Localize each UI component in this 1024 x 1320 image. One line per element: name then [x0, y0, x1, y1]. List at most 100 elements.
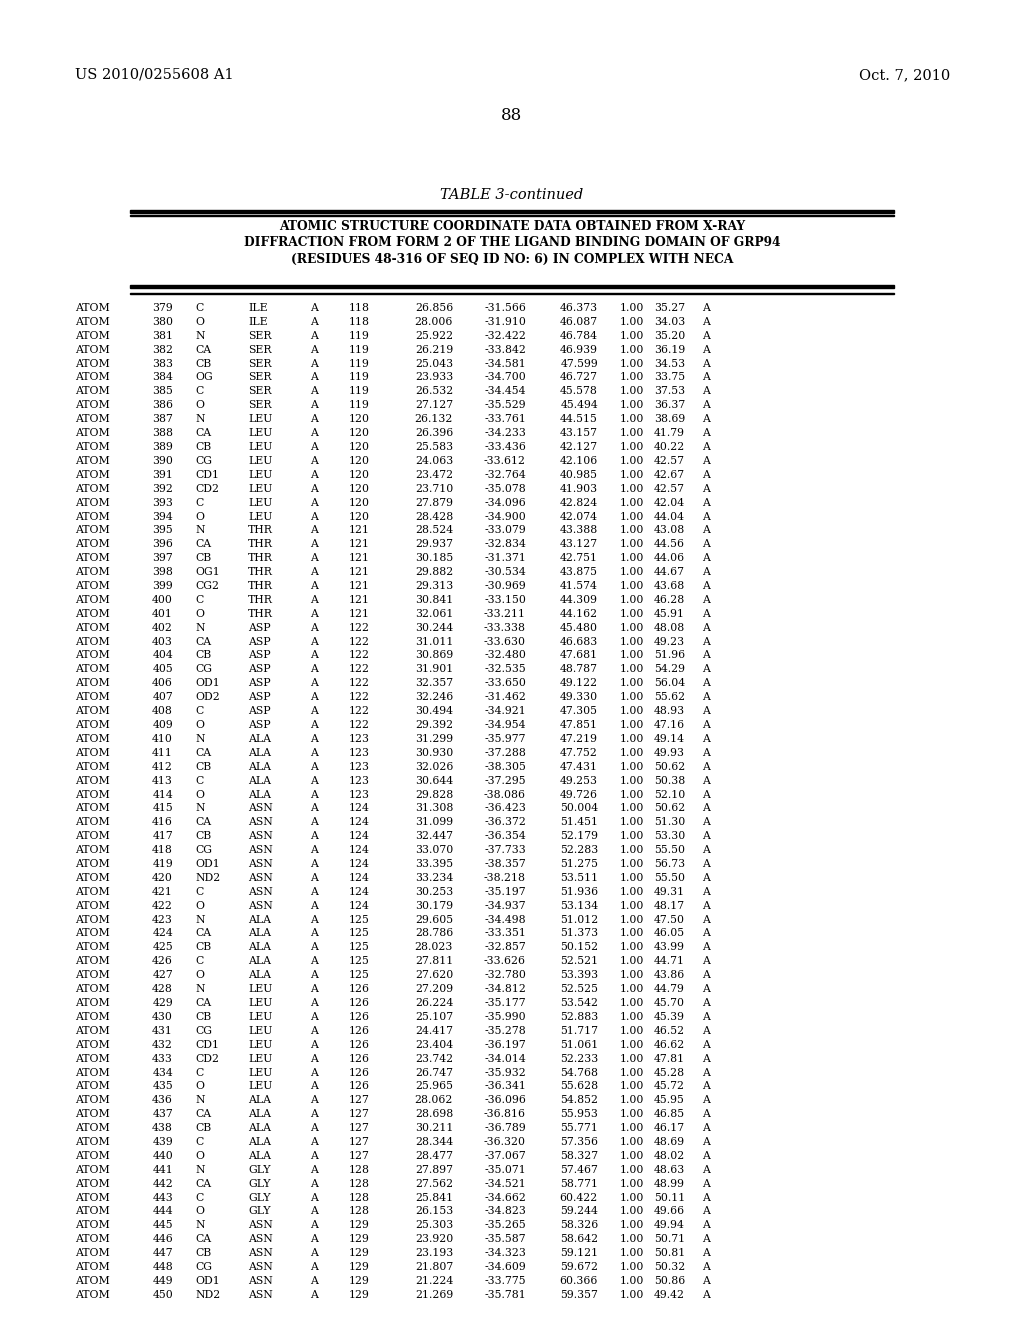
Text: 1.00: 1.00: [620, 956, 644, 966]
Text: 42.127: 42.127: [560, 442, 598, 451]
Text: A: A: [310, 1081, 317, 1092]
Text: 50.38: 50.38: [653, 776, 685, 785]
Text: 120: 120: [349, 442, 370, 451]
Text: -34.014: -34.014: [484, 1053, 526, 1064]
Text: 126: 126: [349, 1081, 370, 1092]
Text: 27.620: 27.620: [415, 970, 453, 981]
Text: 410: 410: [153, 734, 173, 744]
Text: 383: 383: [152, 359, 173, 368]
Text: 44.06: 44.06: [654, 553, 685, 564]
Text: 1.00: 1.00: [620, 1164, 644, 1175]
Text: LEU: LEU: [248, 428, 272, 438]
Text: A: A: [702, 998, 710, 1008]
Text: 1.00: 1.00: [620, 345, 644, 355]
Text: A: A: [702, 1276, 710, 1286]
Text: 1.00: 1.00: [620, 734, 644, 744]
Text: O: O: [195, 1081, 204, 1092]
Text: 43.875: 43.875: [560, 568, 598, 577]
Text: GLY: GLY: [248, 1179, 270, 1189]
Text: 51.373: 51.373: [560, 928, 598, 939]
Text: A: A: [310, 1234, 317, 1245]
Text: ALA: ALA: [248, 762, 271, 772]
Text: 52.521: 52.521: [560, 956, 598, 966]
Text: 48.08: 48.08: [653, 623, 685, 632]
Text: 45.95: 45.95: [654, 1096, 685, 1105]
Text: A: A: [702, 414, 710, 424]
Text: ASN: ASN: [248, 1290, 272, 1300]
Text: 43.86: 43.86: [653, 970, 685, 981]
Text: A: A: [310, 1206, 317, 1217]
Text: 31.099: 31.099: [415, 817, 453, 828]
Text: 30.244: 30.244: [415, 623, 453, 632]
Text: A: A: [310, 1164, 317, 1175]
Text: 27.209: 27.209: [415, 985, 453, 994]
Text: 1.00: 1.00: [620, 1221, 644, 1230]
Text: ATOM: ATOM: [75, 540, 110, 549]
Text: 47.81: 47.81: [654, 1053, 685, 1064]
Text: ATOM: ATOM: [75, 470, 110, 479]
Text: A: A: [702, 873, 710, 883]
Text: 57.356: 57.356: [560, 1137, 598, 1147]
Text: 42.751: 42.751: [560, 553, 598, 564]
Text: A: A: [702, 442, 710, 451]
Text: -38.357: -38.357: [484, 859, 526, 869]
Text: A: A: [702, 942, 710, 953]
Text: A: A: [702, 455, 710, 466]
Text: ATOM: ATOM: [75, 1068, 110, 1077]
Text: ATOM: ATOM: [75, 748, 110, 758]
Text: 33.75: 33.75: [654, 372, 685, 383]
Text: A: A: [702, 568, 710, 577]
Text: 44.04: 44.04: [654, 511, 685, 521]
Text: 46.727: 46.727: [560, 372, 598, 383]
Text: 40.22: 40.22: [653, 442, 685, 451]
Text: 23.472: 23.472: [415, 470, 453, 479]
Text: ATOM: ATOM: [75, 483, 110, 494]
Text: 28.344: 28.344: [415, 1137, 453, 1147]
Text: 429: 429: [153, 998, 173, 1008]
Text: A: A: [702, 692, 710, 702]
Text: A: A: [310, 719, 317, 730]
Text: 444: 444: [153, 1206, 173, 1217]
Text: 431: 431: [153, 1026, 173, 1036]
Text: 411: 411: [153, 748, 173, 758]
Text: -34.454: -34.454: [484, 387, 526, 396]
Text: 420: 420: [153, 873, 173, 883]
Text: A: A: [310, 832, 317, 841]
Text: 129: 129: [349, 1234, 370, 1245]
Text: A: A: [702, 678, 710, 688]
Text: 1.00: 1.00: [620, 1081, 644, 1092]
Text: 1.00: 1.00: [620, 372, 644, 383]
Text: CB: CB: [195, 1012, 211, 1022]
Text: 25.922: 25.922: [415, 331, 453, 341]
Text: A: A: [702, 804, 710, 813]
Text: -34.521: -34.521: [484, 1179, 526, 1189]
Text: 405: 405: [153, 664, 173, 675]
Text: 28.786: 28.786: [415, 928, 453, 939]
Text: 24.417: 24.417: [415, 1026, 453, 1036]
Text: C: C: [195, 304, 203, 313]
Text: A: A: [310, 442, 317, 451]
Text: A: A: [702, 1151, 710, 1160]
Text: 42.57: 42.57: [654, 483, 685, 494]
Text: 403: 403: [153, 636, 173, 647]
Text: 46.784: 46.784: [560, 331, 598, 341]
Text: 121: 121: [349, 540, 370, 549]
Text: 397: 397: [153, 553, 173, 564]
Text: A: A: [702, 734, 710, 744]
Text: A: A: [310, 317, 317, 327]
Text: -34.823: -34.823: [484, 1206, 526, 1217]
Text: -36.816: -36.816: [484, 1109, 526, 1119]
Text: ATOM: ATOM: [75, 623, 110, 632]
Text: 122: 122: [349, 664, 370, 675]
Text: CA: CA: [195, 636, 211, 647]
Text: 1.00: 1.00: [620, 470, 644, 479]
Text: ASN: ASN: [248, 845, 272, 855]
Text: A: A: [310, 1123, 317, 1133]
Text: OG1: OG1: [195, 568, 220, 577]
Text: 30.930: 30.930: [415, 748, 453, 758]
Text: 421: 421: [153, 887, 173, 896]
Text: ATOM: ATOM: [75, 372, 110, 383]
Text: A: A: [702, 887, 710, 896]
Text: A: A: [702, 664, 710, 675]
Text: -36.197: -36.197: [484, 1040, 526, 1049]
